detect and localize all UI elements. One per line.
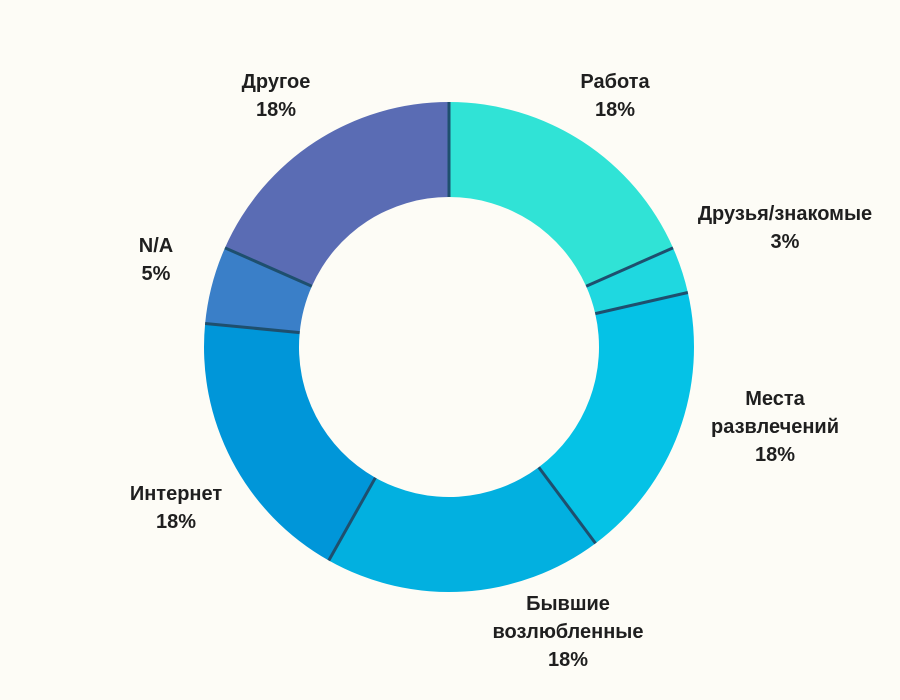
slice-value-label: 18% — [755, 444, 795, 466]
slice-separator-6 — [204, 321, 300, 335]
slice-separator-5 — [327, 476, 377, 562]
slice-5 — [204, 323, 376, 561]
slice-separator-2 — [585, 246, 674, 288]
labels-group: Работа 18% Друзья/знакомые 3% Места развлечен… — [130, 71, 872, 671]
slice-value-label: 18% — [595, 99, 635, 121]
separators-group — [204, 102, 689, 562]
slice-label-7: Другое 18% — [242, 71, 311, 121]
slice-category-label: Места — [745, 388, 805, 410]
slice-label-3: Места развлечений 18% — [711, 388, 839, 466]
slice-4 — [328, 467, 596, 592]
slice-6 — [205, 247, 312, 333]
slice-label-1: Работа 18% — [580, 71, 650, 121]
slice-value-label: 18% — [256, 99, 296, 121]
slice-label-4: Бывшие возлюбленные 18% — [493, 593, 644, 671]
slice-label-5: Интернет 18% — [130, 483, 223, 533]
slice-label-6: N/A 5% — [139, 235, 173, 285]
slice-category-label: Бывшие — [526, 593, 610, 615]
slice-category-label: Работа — [580, 71, 650, 93]
slice-category-label: Интернет — [130, 483, 223, 505]
slice-1 — [449, 102, 674, 287]
slice-separator-4 — [537, 466, 597, 545]
slices-group — [204, 102, 694, 592]
slice-category-label: Друзья/знакомые — [698, 203, 872, 225]
slice-value-label: 5% — [142, 263, 171, 285]
slice-separator-7 — [224, 246, 313, 288]
slice-category-label: N/A — [139, 235, 173, 257]
slice-3 — [538, 292, 694, 544]
slice-category-label: развлечений — [711, 416, 839, 438]
slice-category-label: возлюбленные — [493, 621, 644, 643]
slice-value-label: 18% — [548, 649, 588, 671]
slice-separator-3 — [594, 291, 689, 316]
slice-label-2: Друзья/знакомые 3% — [698, 203, 872, 253]
slice-7 — [224, 102, 449, 287]
slice-value-label: 18% — [156, 511, 196, 533]
slice-category-label: Другое — [242, 71, 311, 93]
slice-value-label: 3% — [771, 231, 800, 253]
